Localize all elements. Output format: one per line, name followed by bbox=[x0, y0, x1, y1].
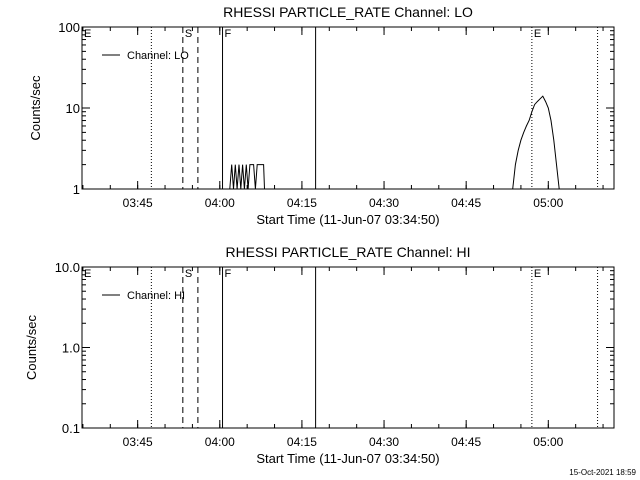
y-tick-label: 0.1 bbox=[62, 421, 80, 436]
x-tick-label: 04:00 bbox=[205, 435, 235, 449]
y-tick-label: 10 bbox=[66, 101, 80, 116]
y-tick-label: 10.0 bbox=[55, 260, 80, 275]
x-tick-label: 04:15 bbox=[287, 435, 317, 449]
x-tick-label: 05:00 bbox=[533, 196, 563, 210]
legend-label: Channel: HI bbox=[127, 290, 185, 302]
series-line bbox=[512, 95, 560, 190]
legend-label: Channel: LO bbox=[127, 50, 189, 62]
event-marker-label: F bbox=[225, 268, 232, 280]
event-marker-label: S bbox=[185, 268, 192, 280]
y-axis-label: Counts/sec bbox=[28, 75, 43, 141]
chart-title: RHESSI PARTICLE_RATE Channel: HI bbox=[225, 244, 470, 260]
x-tick-label: 04:45 bbox=[451, 196, 481, 210]
x-tick-label: 04:15 bbox=[287, 196, 317, 210]
chart-panel-hi: RHESSI PARTICLE_RATE Channel: HI 03:45 04:… bbox=[24, 244, 615, 466]
x-tick-label: 04:30 bbox=[369, 196, 399, 210]
y-tick-label: 100 bbox=[58, 20, 80, 35]
x-tick-label: 04:45 bbox=[451, 435, 481, 449]
event-marker-label: E bbox=[84, 268, 91, 280]
x-tick-label: 04:00 bbox=[205, 196, 235, 210]
y-tick-label: 1 bbox=[73, 182, 80, 197]
y-axis-label: Counts/sec bbox=[24, 314, 39, 380]
x-tick-label: 04:30 bbox=[369, 435, 399, 449]
event-marker-label: E bbox=[534, 268, 541, 280]
chart-title: RHESSI PARTICLE_RATE Channel: LO bbox=[223, 4, 473, 20]
x-axis-label: Start Time (11-Jun-07 03:34:50) bbox=[256, 212, 439, 227]
event-marker-label: S bbox=[185, 28, 192, 40]
x-tick-label: 03:45 bbox=[123, 196, 153, 210]
footer-timestamp: 15-Oct-2021 18:59 bbox=[569, 468, 636, 477]
chart-panel-lo: RHESSI PARTICLE_RATE Channel: LO 03:45 04:… bbox=[28, 4, 615, 227]
event-marker-label: F bbox=[225, 28, 232, 40]
event-marker-label: E bbox=[534, 28, 541, 40]
y-tick-label: 1.0 bbox=[62, 341, 80, 356]
x-axis-label: Start Time (11-Jun-07 03:34:50) bbox=[256, 451, 439, 466]
x-tick-label: 03:45 bbox=[123, 435, 153, 449]
x-tick-label: 05:00 bbox=[533, 435, 563, 449]
series-line bbox=[229, 164, 265, 190]
event-marker-label: E bbox=[84, 28, 91, 40]
